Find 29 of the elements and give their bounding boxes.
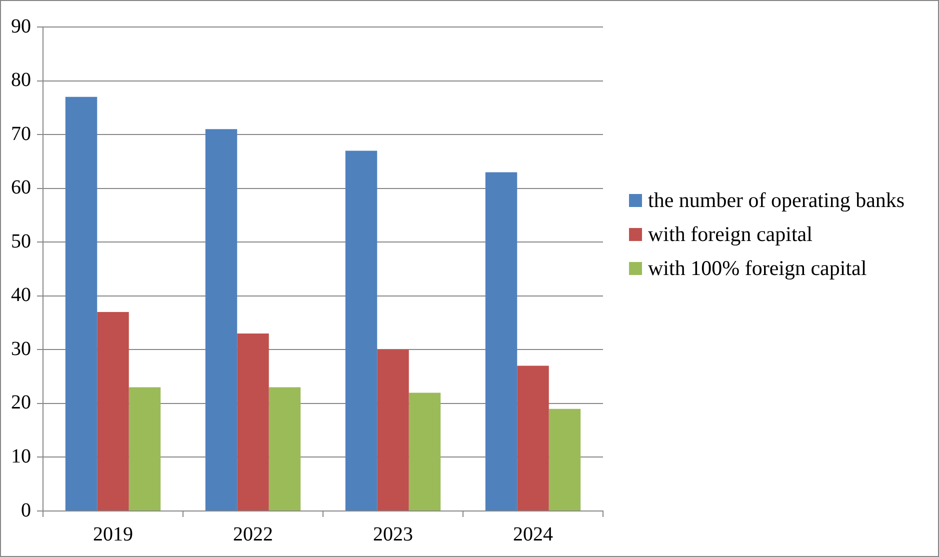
bar [237,334,269,510]
bar [517,366,549,510]
legend-label: with foreign capital [648,221,812,247]
x-tick-label: 2022 [233,523,273,546]
bar [268,387,301,510]
legend-label: the number of operating banks [648,187,905,213]
y-tick-label: 30 [11,338,31,360]
bar [97,312,129,510]
bar [408,392,441,510]
bar [345,150,378,510]
y-tick-label: 50 [11,230,31,252]
bar [205,129,238,510]
y-tick-label: 10 [11,445,31,468]
y-tick-label: 40 [11,284,31,306]
bar [377,350,409,510]
y-tick-label: 90 [11,15,31,38]
y-tick-label: 0 [21,499,31,522]
y-tick-label: 20 [11,392,31,414]
bar [548,408,581,510]
bar [128,387,161,510]
y-tick-label: 70 [11,122,31,145]
x-tick-label: 2023 [373,523,413,546]
bar [485,172,518,510]
y-tick-label: 80 [11,69,31,92]
x-tick-label: 2024 [513,523,553,546]
bar [65,96,98,510]
x-tick-label: 2019 [93,523,133,546]
y-tick-label: 60 [11,176,31,199]
legend-label: with 100% foreign capital [648,255,867,281]
